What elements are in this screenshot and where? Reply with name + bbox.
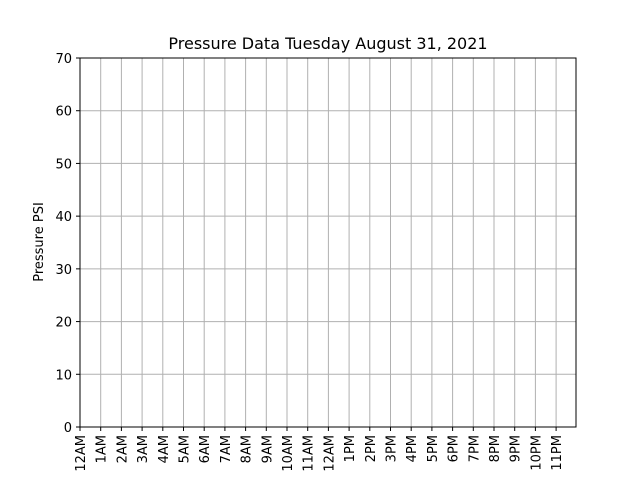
x-tick-label: 9PM	[509, 435, 524, 462]
x-tick-label: 12AM	[322, 435, 337, 472]
y-axis: 0 10 20 30 40 50 60 70	[55, 52, 80, 436]
y-tick-label: 0	[64, 421, 72, 436]
x-tick-label: 7AM	[219, 435, 234, 463]
x-tick-label: 12AM	[74, 435, 89, 472]
x-tick-label: 11AM	[302, 435, 317, 472]
y-tick-label: 70	[55, 52, 72, 67]
x-tick-label: 2PM	[364, 435, 379, 462]
x-tick-label: 3PM	[385, 435, 400, 462]
y-tick-label: 40	[55, 210, 72, 225]
grid-lines	[80, 57, 576, 428]
y-tick-label: 50	[55, 157, 72, 172]
x-tick-label: 3AM	[136, 435, 151, 463]
x-tick-label: 4PM	[405, 435, 420, 462]
x-tick-label: 5AM	[178, 435, 193, 463]
y-tick-label: 20	[55, 316, 72, 331]
x-tick-label: 7PM	[467, 435, 482, 462]
x-tick-label: 1AM	[95, 435, 110, 463]
y-tick-label: 10	[55, 368, 72, 383]
y-tick-label: 30	[55, 263, 72, 278]
y-axis-label: Pressure PSI	[32, 202, 47, 282]
x-tick-label: 11PM	[550, 435, 565, 471]
x-tick-label: 4AM	[157, 435, 172, 463]
x-tick-label: 5PM	[426, 435, 441, 462]
x-tick-label: 1PM	[343, 435, 358, 462]
x-tick-label: 10AM	[281, 435, 296, 472]
x-tick-label: 10PM	[529, 435, 544, 471]
x-tick-label: 6AM	[198, 435, 213, 463]
plot-area-frame	[79, 57, 577, 428]
x-tick-label: 2AM	[115, 435, 130, 463]
x-tick-label: 8PM	[488, 435, 503, 462]
x-tick-label: 9AM	[260, 435, 275, 463]
x-tick-label: 8AM	[240, 435, 255, 463]
x-tick-label: 6PM	[447, 435, 462, 462]
x-axis: 12AM 1AM 2AM 3AM 4AM 5AM 6AM 7AM 8AM 9AM 10AM 11AM 1…	[74, 427, 565, 472]
chart-title: Pressure Data Tuesday August 31, 2021	[168, 34, 487, 53]
y-tick-label: 60	[55, 105, 72, 120]
